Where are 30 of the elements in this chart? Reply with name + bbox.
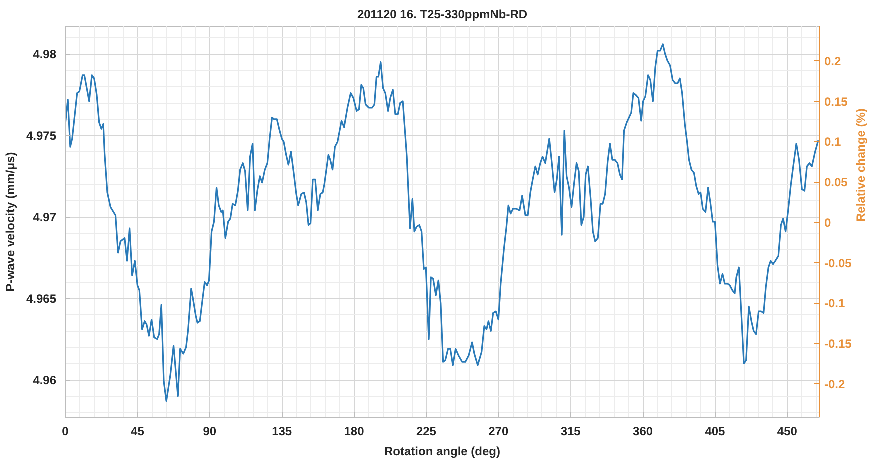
x-tick-label: 360 [633,424,654,438]
y-tick-label: 4.98 [33,48,57,62]
x-axis-title: Rotation angle (deg) [384,444,501,458]
y2-tick-label: -0.1 [824,296,846,311]
y-tick-label: 4.96 [33,374,57,388]
y2-tick-label: 0.05 [824,176,848,190]
y2-tick-label: -0.05 [824,256,852,270]
x-tick-label: 90 [203,424,217,438]
x-tick-label: 270 [488,424,509,438]
x-tick-label: 180 [344,424,365,438]
x-tick-label: 45 [131,424,145,438]
y2-tick-label: 0.1 [824,135,842,150]
y2-tick-label: -0.2 [824,377,846,392]
y2-tick-label: 0.2 [824,54,842,68]
x-tick-label: 0 [62,424,70,438]
x-tick-label: 135 [272,424,292,438]
y2-axis-title: Relative change (%) [854,108,868,222]
chart-title: 201120 16. T25-330ppmNb-RD [357,8,528,22]
x-tick-label: 405 [705,424,726,438]
y2-tick-label: 0.15 [824,94,848,109]
line-series [66,44,820,402]
y-tick-label: 4.97 [33,210,57,225]
x-tick-label: 315 [560,424,582,438]
y-tick-label: 4.975 [26,129,57,144]
x-tick-label: 225 [416,424,437,438]
x-tick-label: 450 [777,424,798,438]
y-axis-title: P-wave velocity (mm/μs) [3,152,18,292]
y-tick-label: 4.965 [26,292,57,306]
y2-tick-label: -0.15 [824,337,852,352]
y2-tick-label: 0 [824,216,832,230]
